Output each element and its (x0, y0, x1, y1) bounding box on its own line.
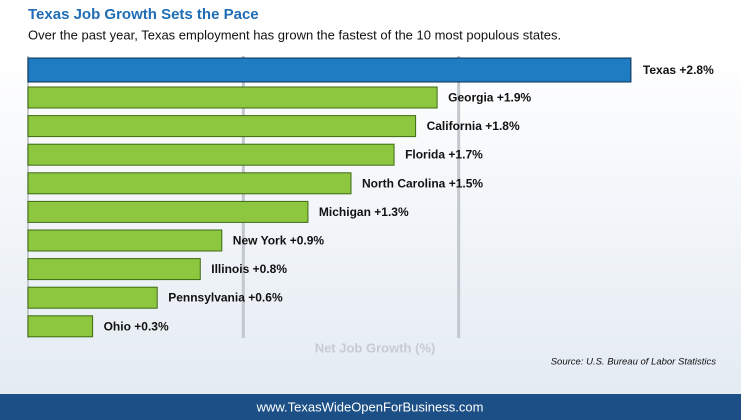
bar (27, 86, 438, 109)
bar (27, 57, 632, 83)
data-label: California +1.8% (427, 119, 520, 133)
data-label: Illinois +0.8% (211, 262, 287, 276)
data-label: New York +0.9% (233, 234, 325, 248)
bar (27, 315, 94, 338)
category-label: Florida (405, 148, 445, 162)
category-label: California (427, 119, 483, 133)
bar (27, 172, 352, 195)
value-label: +0.9% (290, 234, 325, 248)
value-label: +0.8% (253, 262, 288, 276)
value-label: +1.8% (485, 119, 520, 133)
bar (27, 200, 309, 223)
data-label: Michigan +1.3% (319, 205, 409, 219)
value-label: +0.3% (134, 319, 169, 333)
data-label: Pennsylvania +0.6% (168, 291, 283, 305)
category-label: North Carolina (362, 176, 446, 190)
value-label: +0.6% (248, 291, 283, 305)
footer-link: www.TexasWideOpenForBusiness.com (256, 399, 484, 414)
category-label: Pennsylvania (168, 291, 245, 305)
value-label: +2.8% (679, 63, 714, 77)
value-label: +1.3% (374, 205, 409, 219)
footer-bar (0, 394, 741, 420)
x-axis-label: Net Job Growth (%) (315, 340, 436, 355)
category-label: Ohio (104, 319, 131, 333)
category-label: New York (233, 234, 287, 248)
data-label: North Carolina +1.5% (362, 176, 483, 190)
category-label: Texas (643, 63, 676, 77)
bar (27, 286, 158, 309)
chart-title: Texas Job Growth Sets the Pace (28, 6, 259, 23)
value-label: +1.5% (449, 176, 484, 190)
bar (27, 143, 395, 166)
chart-subtitle: Over the past year, Texas employment has… (28, 27, 561, 42)
value-label: +1.9% (497, 91, 532, 105)
source: Source: U.S. Bureau of Labor Statistics (551, 357, 717, 368)
category-label: Illinois (211, 262, 249, 276)
bar (27, 229, 223, 252)
data-label: Ohio +0.3% (104, 319, 169, 333)
plot: Texas +2.8% Georgia +1.9% California +1.8%… (27, 56, 714, 338)
data-label: Florida +1.7% (405, 148, 483, 162)
bar (27, 258, 201, 281)
data-label: Texas +2.8% (643, 63, 714, 77)
data-label: Georgia +1.9% (448, 91, 531, 105)
category-label: Georgia (448, 91, 494, 105)
value-label: +1.7% (448, 148, 483, 162)
bar (27, 115, 417, 138)
category-label: Michigan (319, 205, 371, 219)
